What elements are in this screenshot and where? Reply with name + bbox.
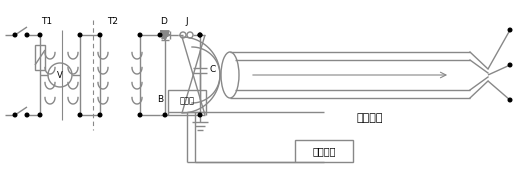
Text: 采样盒: 采样盒 <box>180 96 195 105</box>
Circle shape <box>78 33 82 37</box>
Text: T2: T2 <box>108 17 118 26</box>
Text: T1: T1 <box>41 17 53 26</box>
Circle shape <box>38 113 42 117</box>
Polygon shape <box>161 31 169 40</box>
Text: V: V <box>57 70 63 79</box>
Circle shape <box>508 28 512 32</box>
Circle shape <box>98 33 102 37</box>
Text: 被测电缆: 被测电缆 <box>357 113 383 123</box>
Text: C: C <box>210 66 216 75</box>
Circle shape <box>25 33 29 37</box>
Ellipse shape <box>221 52 239 98</box>
Circle shape <box>198 113 202 117</box>
Polygon shape <box>162 31 170 39</box>
Circle shape <box>158 33 162 37</box>
Bar <box>295 140 353 162</box>
Text: J: J <box>186 17 188 26</box>
Circle shape <box>25 113 29 117</box>
Circle shape <box>508 63 512 67</box>
Circle shape <box>508 98 512 102</box>
Circle shape <box>13 33 17 37</box>
Bar <box>35 45 45 70</box>
Circle shape <box>163 113 167 117</box>
Circle shape <box>13 113 17 117</box>
Circle shape <box>198 33 202 37</box>
Text: B: B <box>157 95 163 105</box>
Circle shape <box>78 113 82 117</box>
Circle shape <box>138 113 142 117</box>
Circle shape <box>138 33 142 37</box>
Circle shape <box>198 33 202 37</box>
Text: 测试主机: 测试主机 <box>312 146 336 156</box>
Circle shape <box>38 33 42 37</box>
Text: D: D <box>161 17 167 26</box>
Circle shape <box>98 113 102 117</box>
Bar <box>168 90 206 112</box>
